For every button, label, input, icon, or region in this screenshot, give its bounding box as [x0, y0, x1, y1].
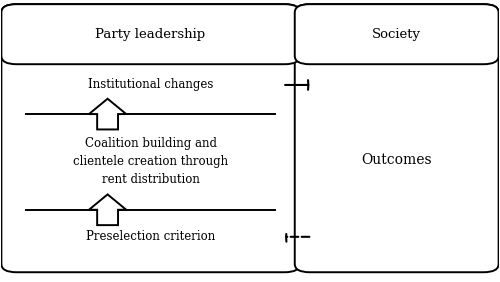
FancyBboxPatch shape: [295, 4, 498, 64]
Polygon shape: [89, 99, 126, 129]
FancyBboxPatch shape: [2, 4, 300, 272]
Text: Party leadership: Party leadership: [96, 28, 206, 41]
Text: Outcomes: Outcomes: [362, 153, 432, 167]
FancyBboxPatch shape: [2, 4, 300, 64]
Text: Institutional changes: Institutional changes: [88, 78, 213, 91]
FancyBboxPatch shape: [295, 4, 498, 272]
Polygon shape: [89, 194, 126, 225]
Text: Preselection criterion: Preselection criterion: [86, 230, 215, 243]
Text: Society: Society: [372, 28, 421, 41]
Text: Coalition building and
clientele creation through
rent distribution: Coalition building and clientele creatio…: [73, 137, 228, 186]
